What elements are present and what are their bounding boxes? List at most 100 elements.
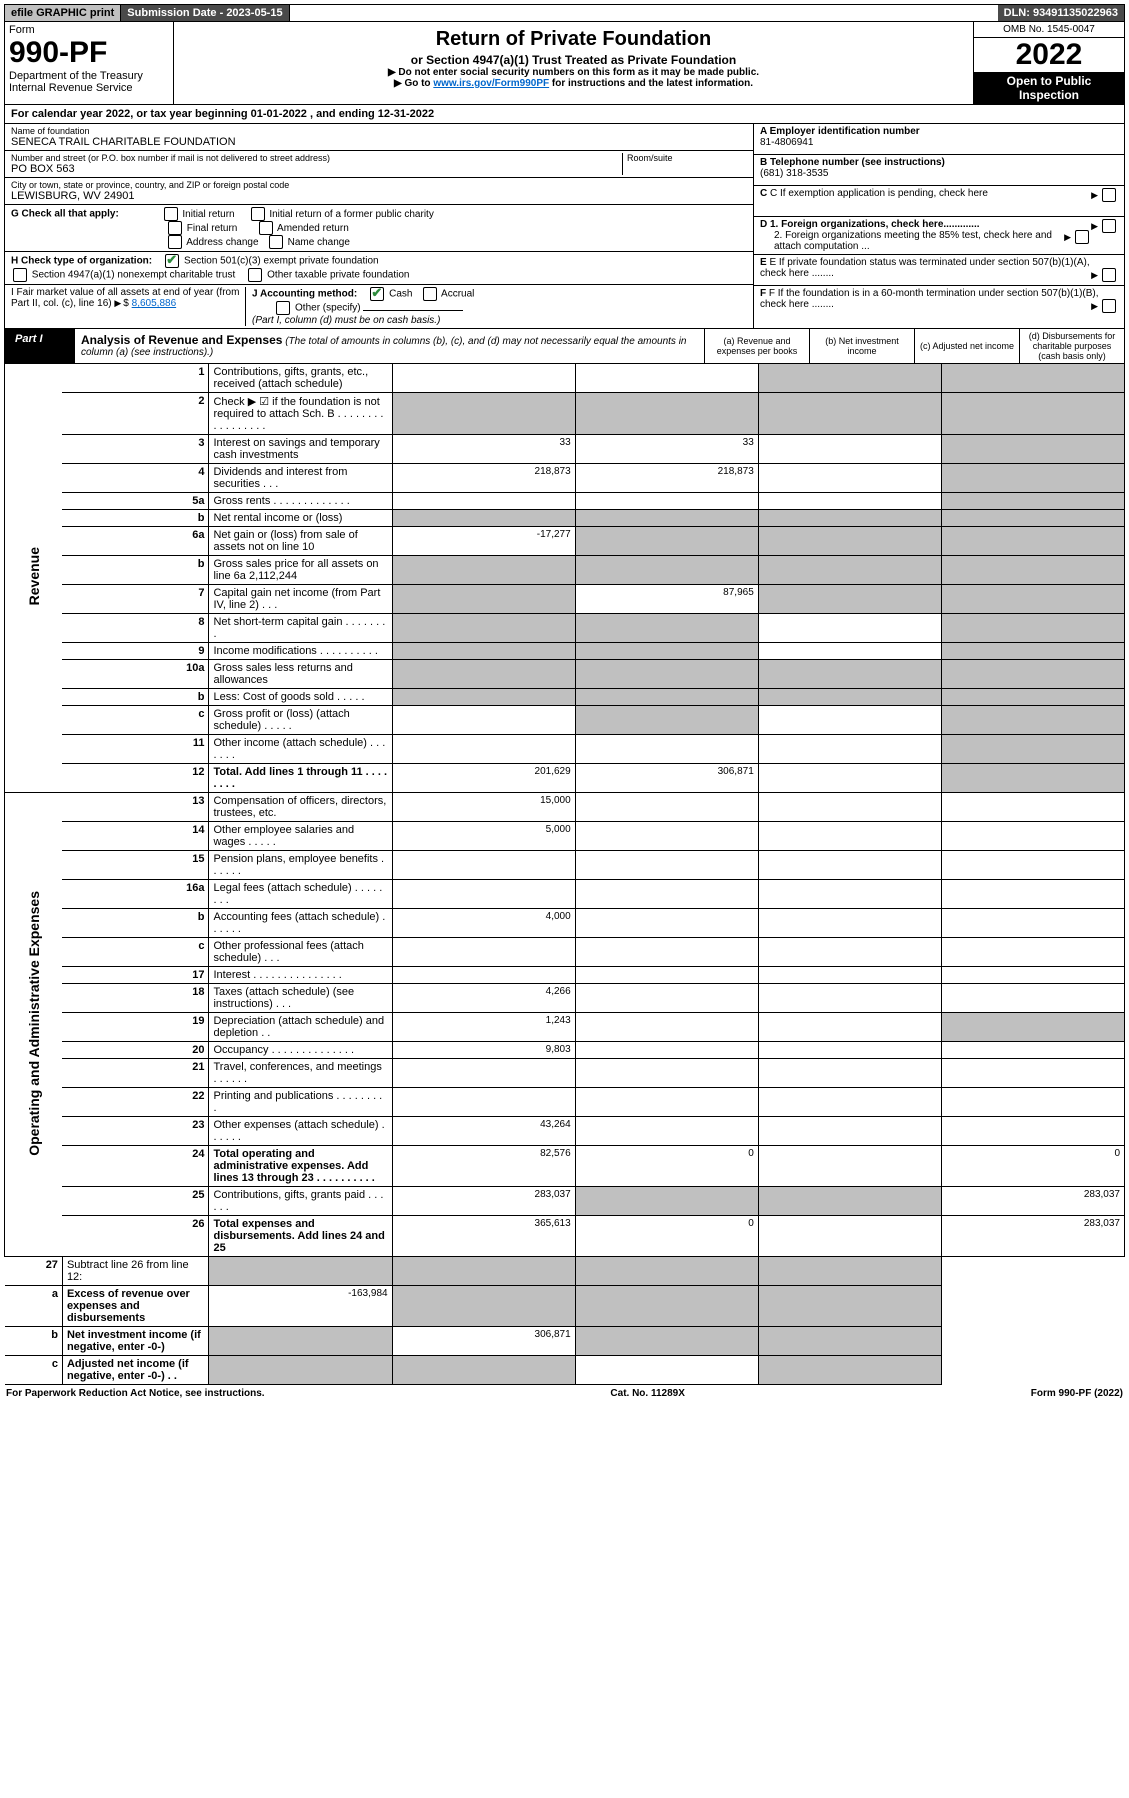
line-description: Net short-term capital gain . . . . . . …: [209, 614, 392, 643]
amount-cell: [941, 660, 1124, 689]
amount-cell: [575, 1187, 758, 1216]
line-number: b: [62, 909, 209, 938]
table-row: 19Depreciation (attach schedule) and dep…: [5, 1013, 1125, 1042]
amount-cell: [941, 464, 1124, 493]
other-method-checkbox[interactable]: [276, 301, 290, 315]
amount-cell: [941, 435, 1124, 464]
amount-cell: [941, 938, 1124, 967]
amount-cell: [758, 510, 941, 527]
amount-cell: [575, 643, 758, 660]
amount-cell: 1,243: [392, 1013, 575, 1042]
amount-cell: [758, 493, 941, 510]
paperwork-notice: For Paperwork Reduction Act Notice, see …: [6, 1388, 265, 1399]
line-number: 27: [5, 1257, 63, 1286]
amount-cell: [392, 1088, 575, 1117]
amount-cell: [392, 643, 575, 660]
amount-cell: [575, 735, 758, 764]
amount-cell: [575, 614, 758, 643]
60-month-checkbox[interactable]: [1102, 299, 1116, 313]
amount-cell: [575, 938, 758, 967]
amount-cell: 33: [392, 435, 575, 464]
cash-checkbox[interactable]: [370, 287, 384, 301]
amount-cell: [392, 1286, 575, 1327]
line-description: Net rental income or (loss): [209, 510, 392, 527]
public-inspection: Open to Public Inspection: [974, 72, 1124, 104]
amount-cell: [941, 1059, 1124, 1088]
line-number: c: [62, 706, 209, 735]
amount-cell: [758, 1088, 941, 1117]
amount-cell: [392, 493, 575, 510]
line-number: b: [5, 1327, 63, 1356]
amount-cell: [758, 764, 941, 793]
amount-cell: [392, 1356, 575, 1385]
amount-cell: [758, 660, 941, 689]
amount-cell: [575, 556, 758, 585]
table-row: 4Dividends and interest from securities …: [5, 464, 1125, 493]
501c3-checkbox[interactable]: [165, 254, 179, 268]
amount-cell: [575, 793, 758, 822]
table-row: bNet rental income or (loss): [5, 510, 1125, 527]
amount-cell: [392, 735, 575, 764]
status-terminated-checkbox[interactable]: [1102, 268, 1116, 282]
name-change-checkbox[interactable]: [269, 235, 283, 249]
table-row: 2Check ▶ ☑ if the foundation is not requ…: [5, 393, 1125, 435]
line-number: 5a: [62, 493, 209, 510]
amount-cell: 4,000: [392, 909, 575, 938]
amount-cell: [758, 614, 941, 643]
4947a1-checkbox[interactable]: [13, 268, 27, 282]
amount-cell: [758, 393, 941, 435]
amount-cell: [758, 556, 941, 585]
initial-return-checkbox[interactable]: [164, 207, 178, 221]
amount-cell: 306,871: [392, 1327, 575, 1356]
year-block: OMB No. 1545-0047 2022 Open to Public In…: [973, 22, 1124, 104]
line-description: Gross sales price for all assets on line…: [209, 556, 392, 585]
foreign-org-checkbox[interactable]: [1102, 219, 1116, 233]
table-row: Revenue1Contributions, gifts, grants, et…: [5, 364, 1125, 393]
line-description: Printing and publications . . . . . . . …: [209, 1088, 392, 1117]
amount-cell: [575, 1013, 758, 1042]
line-number: 6a: [62, 527, 209, 556]
form-word: Form: [9, 24, 169, 36]
line-number: 10a: [62, 660, 209, 689]
irs-label: Internal Revenue Service: [9, 82, 169, 94]
amount-cell: [941, 364, 1124, 393]
final-return-checkbox[interactable]: [168, 221, 182, 235]
initial-former-checkbox[interactable]: [251, 207, 265, 221]
amount-cell: [758, 1286, 941, 1327]
line-description: Total operating and administrative expen…: [209, 1146, 392, 1187]
omb-number: OMB No. 1545-0047: [974, 22, 1124, 38]
exemption-pending-checkbox[interactable]: [1102, 188, 1116, 202]
table-row: 22Printing and publications . . . . . . …: [5, 1088, 1125, 1117]
line-number: 20: [62, 1042, 209, 1059]
amount-cell: [941, 851, 1124, 880]
table-row: cAdjusted net income (if negative, enter…: [5, 1356, 1125, 1385]
amount-cell: [575, 880, 758, 909]
table-row: bAccounting fees (attach schedule) . . .…: [5, 909, 1125, 938]
amount-cell: 43,264: [392, 1117, 575, 1146]
amount-cell: [758, 464, 941, 493]
amount-cell: 283,037: [941, 1187, 1124, 1216]
accrual-checkbox[interactable]: [423, 287, 437, 301]
table-row: 3Interest on savings and temporary cash …: [5, 435, 1125, 464]
line-number: 7: [62, 585, 209, 614]
line-number: 2: [62, 393, 209, 435]
efile-print-button[interactable]: efile GRAPHIC print: [5, 5, 121, 21]
amount-cell: [758, 1146, 941, 1187]
tax-year: 2022: [974, 38, 1124, 72]
instructions-link[interactable]: www.irs.gov/Form990PF: [433, 78, 549, 89]
amount-cell: [758, 643, 941, 660]
other-taxable-checkbox[interactable]: [248, 268, 262, 282]
line-number: 15: [62, 851, 209, 880]
amended-return-checkbox[interactable]: [259, 221, 273, 235]
amount-cell: 218,873: [392, 464, 575, 493]
fmv-link[interactable]: 8,605,886: [132, 298, 177, 309]
amount-cell: [941, 510, 1124, 527]
table-row: bNet investment income (if negative, ent…: [5, 1327, 1125, 1356]
foreign-85-checkbox[interactable]: [1075, 230, 1089, 244]
amount-cell: [941, 735, 1124, 764]
line-number: 9: [62, 643, 209, 660]
form-id-block: Form 990-PF Department of the Treasury I…: [5, 22, 174, 104]
address-change-checkbox[interactable]: [168, 235, 182, 249]
amount-cell: [941, 556, 1124, 585]
amount-cell: [392, 1059, 575, 1088]
